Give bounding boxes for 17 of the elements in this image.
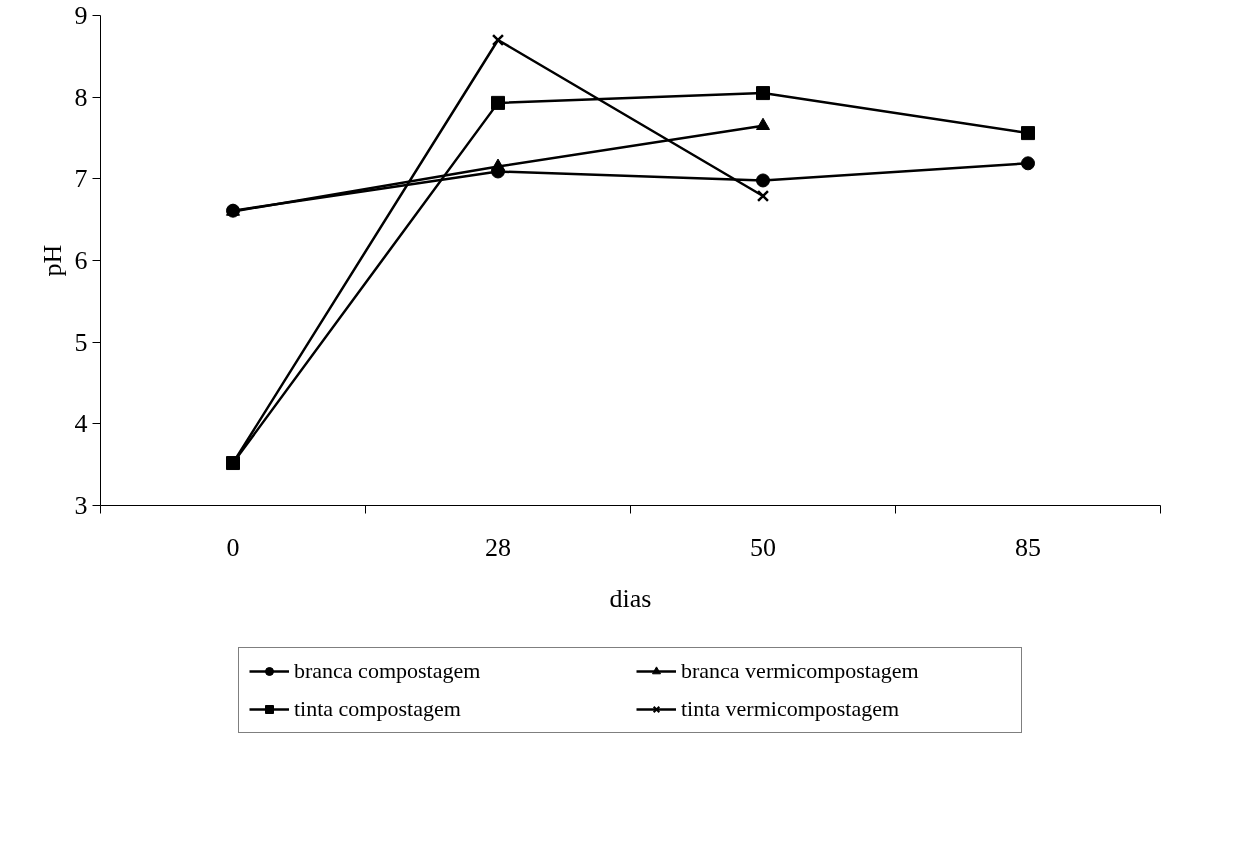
y-tick-label: 7 — [74, 164, 88, 194]
legend-label: branca vermicompostagem — [681, 658, 920, 684]
x-tick-label: 28 — [485, 532, 511, 562]
x-tick-label: 50 — [750, 532, 776, 562]
x-axis-title: dias — [609, 583, 652, 613]
y-axis-title: pH — [37, 244, 67, 277]
x-tick-label: 85 — [1015, 532, 1041, 562]
legend-label: tinta compostagem — [294, 696, 462, 722]
y-tick-label: 8 — [74, 82, 88, 112]
x-tick-label: 0 — [226, 532, 240, 562]
legend-label: tinta vermicompostagem — [681, 696, 901, 722]
y-tick-label: 5 — [74, 327, 88, 357]
y-tick-label: 6 — [74, 246, 88, 275]
y-tick-label: 9 — [74, 1, 88, 30]
legend-label: branca compostagem — [294, 658, 482, 684]
y-tick-label: 3 — [74, 491, 88, 520]
y-tick-label: 4 — [74, 409, 88, 439]
